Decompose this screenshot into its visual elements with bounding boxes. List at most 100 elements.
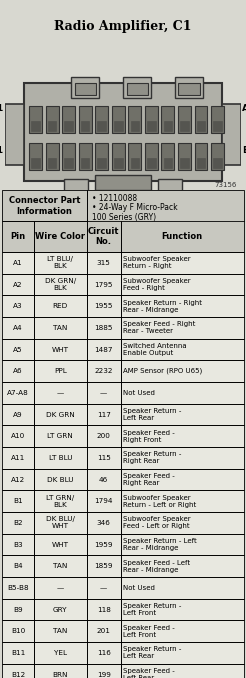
Text: 346: 346 bbox=[97, 520, 111, 526]
Text: 1885: 1885 bbox=[94, 325, 113, 331]
Bar bbox=[34, 382, 87, 403]
Bar bbox=[121, 599, 244, 620]
Bar bbox=[2, 490, 34, 512]
Text: Switched Antenna
Enable Output: Switched Antenna Enable Output bbox=[123, 343, 187, 356]
Text: B5-B8: B5-B8 bbox=[7, 585, 29, 591]
Text: LT GRN/
BLK: LT GRN/ BLK bbox=[46, 495, 75, 508]
Bar bbox=[87, 191, 244, 221]
Text: A7-A8: A7-A8 bbox=[7, 390, 29, 396]
Text: 1487: 1487 bbox=[94, 346, 113, 353]
Bar bbox=[87, 620, 121, 642]
Bar bbox=[87, 642, 121, 664]
Text: Speaker Return -
Right Rear: Speaker Return - Right Rear bbox=[123, 452, 181, 464]
FancyBboxPatch shape bbox=[211, 142, 224, 170]
Bar bbox=[34, 512, 87, 534]
Text: PPL: PPL bbox=[54, 368, 67, 374]
Bar bbox=[2, 221, 34, 252]
Text: • 24-Way F Micro-Pack
100 Series (GRY): • 24-Way F Micro-Pack 100 Series (GRY) bbox=[92, 203, 177, 222]
FancyBboxPatch shape bbox=[147, 158, 155, 168]
Bar bbox=[2, 252, 34, 274]
FancyBboxPatch shape bbox=[95, 106, 108, 134]
Bar bbox=[121, 468, 244, 490]
Bar bbox=[34, 382, 87, 403]
Bar bbox=[34, 490, 87, 512]
FancyBboxPatch shape bbox=[71, 77, 99, 98]
Text: A5: A5 bbox=[13, 346, 23, 353]
Bar bbox=[121, 447, 244, 468]
Bar bbox=[2, 221, 34, 252]
Text: A1: A1 bbox=[13, 260, 23, 266]
Bar bbox=[2, 512, 34, 534]
Bar bbox=[87, 534, 121, 555]
FancyBboxPatch shape bbox=[145, 106, 158, 134]
FancyBboxPatch shape bbox=[31, 121, 40, 132]
Bar bbox=[2, 642, 34, 664]
Bar bbox=[34, 361, 87, 382]
FancyBboxPatch shape bbox=[46, 106, 59, 134]
Bar bbox=[121, 555, 244, 577]
FancyBboxPatch shape bbox=[161, 142, 174, 170]
Bar bbox=[121, 512, 244, 534]
FancyBboxPatch shape bbox=[197, 158, 205, 168]
Bar bbox=[87, 274, 121, 296]
Text: A3: A3 bbox=[13, 303, 23, 309]
Bar bbox=[2, 191, 87, 221]
Bar bbox=[87, 361, 121, 382]
Text: B2: B2 bbox=[13, 520, 23, 526]
FancyBboxPatch shape bbox=[164, 158, 172, 168]
Bar bbox=[34, 664, 87, 678]
Bar bbox=[2, 274, 34, 296]
Bar bbox=[87, 512, 121, 534]
Bar bbox=[34, 447, 87, 468]
Text: GRY: GRY bbox=[53, 607, 68, 613]
Bar bbox=[87, 534, 121, 555]
Bar bbox=[34, 555, 87, 577]
Text: A12: A12 bbox=[242, 104, 246, 113]
FancyBboxPatch shape bbox=[62, 142, 75, 170]
FancyBboxPatch shape bbox=[81, 158, 90, 168]
Bar bbox=[87, 425, 121, 447]
Text: Speaker Feed - Left
Rear - Midrange: Speaker Feed - Left Rear - Midrange bbox=[123, 560, 190, 573]
FancyBboxPatch shape bbox=[112, 106, 125, 134]
Bar bbox=[121, 317, 244, 339]
Bar bbox=[121, 468, 244, 490]
Text: Subwoofer Speaker
Return - Left or Right: Subwoofer Speaker Return - Left or Right bbox=[123, 495, 196, 508]
Bar bbox=[87, 252, 121, 274]
Bar bbox=[2, 317, 34, 339]
Bar bbox=[34, 221, 87, 252]
FancyBboxPatch shape bbox=[180, 121, 189, 132]
FancyBboxPatch shape bbox=[24, 83, 222, 181]
Text: Speaker Return -
Left Rear: Speaker Return - Left Rear bbox=[123, 408, 181, 421]
Bar bbox=[2, 425, 34, 447]
FancyBboxPatch shape bbox=[145, 142, 158, 170]
Text: B3: B3 bbox=[13, 542, 23, 548]
Bar bbox=[2, 447, 34, 468]
FancyBboxPatch shape bbox=[31, 158, 40, 168]
Text: LT GRN: LT GRN bbox=[47, 433, 73, 439]
Bar bbox=[87, 339, 121, 361]
Bar bbox=[87, 490, 121, 512]
Bar bbox=[121, 403, 244, 425]
Bar bbox=[2, 468, 34, 490]
Text: Speaker Return -
Left Rear: Speaker Return - Left Rear bbox=[123, 646, 181, 660]
Bar bbox=[121, 382, 244, 403]
Text: Circuit
No.: Circuit No. bbox=[88, 227, 120, 246]
Bar bbox=[34, 274, 87, 296]
FancyBboxPatch shape bbox=[178, 106, 191, 134]
FancyBboxPatch shape bbox=[48, 158, 56, 168]
Bar bbox=[34, 642, 87, 664]
Text: TAN: TAN bbox=[53, 325, 67, 331]
Text: A9: A9 bbox=[13, 412, 23, 418]
FancyBboxPatch shape bbox=[114, 121, 123, 132]
Text: A11: A11 bbox=[11, 455, 25, 461]
FancyBboxPatch shape bbox=[175, 77, 203, 98]
Bar bbox=[34, 339, 87, 361]
Text: B12: B12 bbox=[242, 146, 246, 155]
FancyBboxPatch shape bbox=[112, 142, 125, 170]
Bar bbox=[2, 599, 34, 620]
FancyBboxPatch shape bbox=[211, 106, 224, 134]
Text: Subwoofer Speaker
Return - Right: Subwoofer Speaker Return - Right bbox=[123, 256, 191, 269]
Bar bbox=[34, 534, 87, 555]
FancyBboxPatch shape bbox=[79, 142, 92, 170]
Bar bbox=[87, 555, 121, 577]
